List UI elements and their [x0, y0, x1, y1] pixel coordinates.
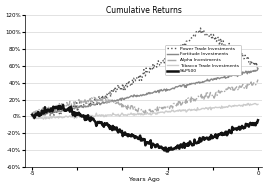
Tobacco Trade Investments [169, 110, 173, 113]
Fortitude Investments [236, 75, 239, 78]
Fortitude Investments [166, 89, 169, 92]
Alpha Investments [145, 113, 148, 115]
Tobacco Trade Investments [31, 117, 35, 119]
S&P500 [170, 148, 173, 151]
Fortitude Investments [32, 115, 35, 118]
X-axis label: Years Ago: Years Ago [129, 177, 159, 182]
Tobacco Trade Investments [42, 118, 45, 120]
Fortitude Investments [31, 115, 34, 118]
Line: Fortitude Investments: Fortitude Investments [32, 69, 258, 117]
Alpha Investments [169, 105, 173, 107]
Alpha Investments [31, 111, 34, 113]
Power Trade Investments [31, 114, 35, 116]
Power Trade Investments [33, 118, 36, 120]
Power Trade Investments [237, 54, 240, 56]
Tobacco Trade Investments [236, 105, 239, 107]
Line: Alpha Investments: Alpha Investments [32, 80, 258, 114]
Tobacco Trade Investments [166, 111, 169, 113]
Line: Power Trade Investments: Power Trade Investments [32, 28, 258, 119]
S&P500 [165, 150, 168, 152]
Tobacco Trade Investments [165, 110, 168, 112]
Line: S&P500: S&P500 [32, 105, 258, 151]
S&P500 [166, 148, 169, 150]
Alpha Investments [165, 106, 168, 108]
Power Trade Investments [166, 56, 169, 58]
Tobacco Trade Investments [222, 106, 225, 108]
Tobacco Trade Investments [247, 102, 250, 105]
Alpha Investments [222, 91, 225, 94]
Alpha Investments [236, 87, 239, 89]
Power Trade Investments [169, 54, 173, 57]
Power Trade Investments [31, 114, 34, 116]
S&P500 [31, 114, 35, 117]
Fortitude Investments [222, 76, 225, 79]
Power Trade Investments [165, 57, 168, 59]
Alpha Investments [31, 113, 35, 115]
S&P500 [256, 119, 259, 121]
Tobacco Trade Investments [31, 115, 34, 118]
Fortitude Investments [169, 88, 173, 90]
S&P500 [237, 128, 240, 130]
S&P500 [61, 104, 65, 106]
Fortitude Investments [165, 88, 168, 90]
S&P500 [166, 150, 170, 152]
Tobacco Trade Investments [256, 103, 259, 105]
Fortitude Investments [31, 115, 35, 118]
S&P500 [31, 114, 34, 116]
S&P500 [222, 133, 226, 136]
Fortitude Investments [256, 68, 259, 70]
Alpha Investments [166, 107, 169, 109]
Alpha Investments [256, 78, 259, 81]
Title: Cumulative Returns: Cumulative Returns [106, 6, 182, 14]
Power Trade Investments [222, 45, 226, 47]
Power Trade Investments [256, 67, 259, 70]
Legend: Power Trade Investments, Fortitude Investments, Alpha Investments, Tobacco Trade: Power Trade Investments, Fortitude Inves… [165, 45, 241, 75]
Power Trade Investments [199, 27, 202, 29]
Line: Tobacco Trade Investments: Tobacco Trade Investments [32, 103, 258, 119]
